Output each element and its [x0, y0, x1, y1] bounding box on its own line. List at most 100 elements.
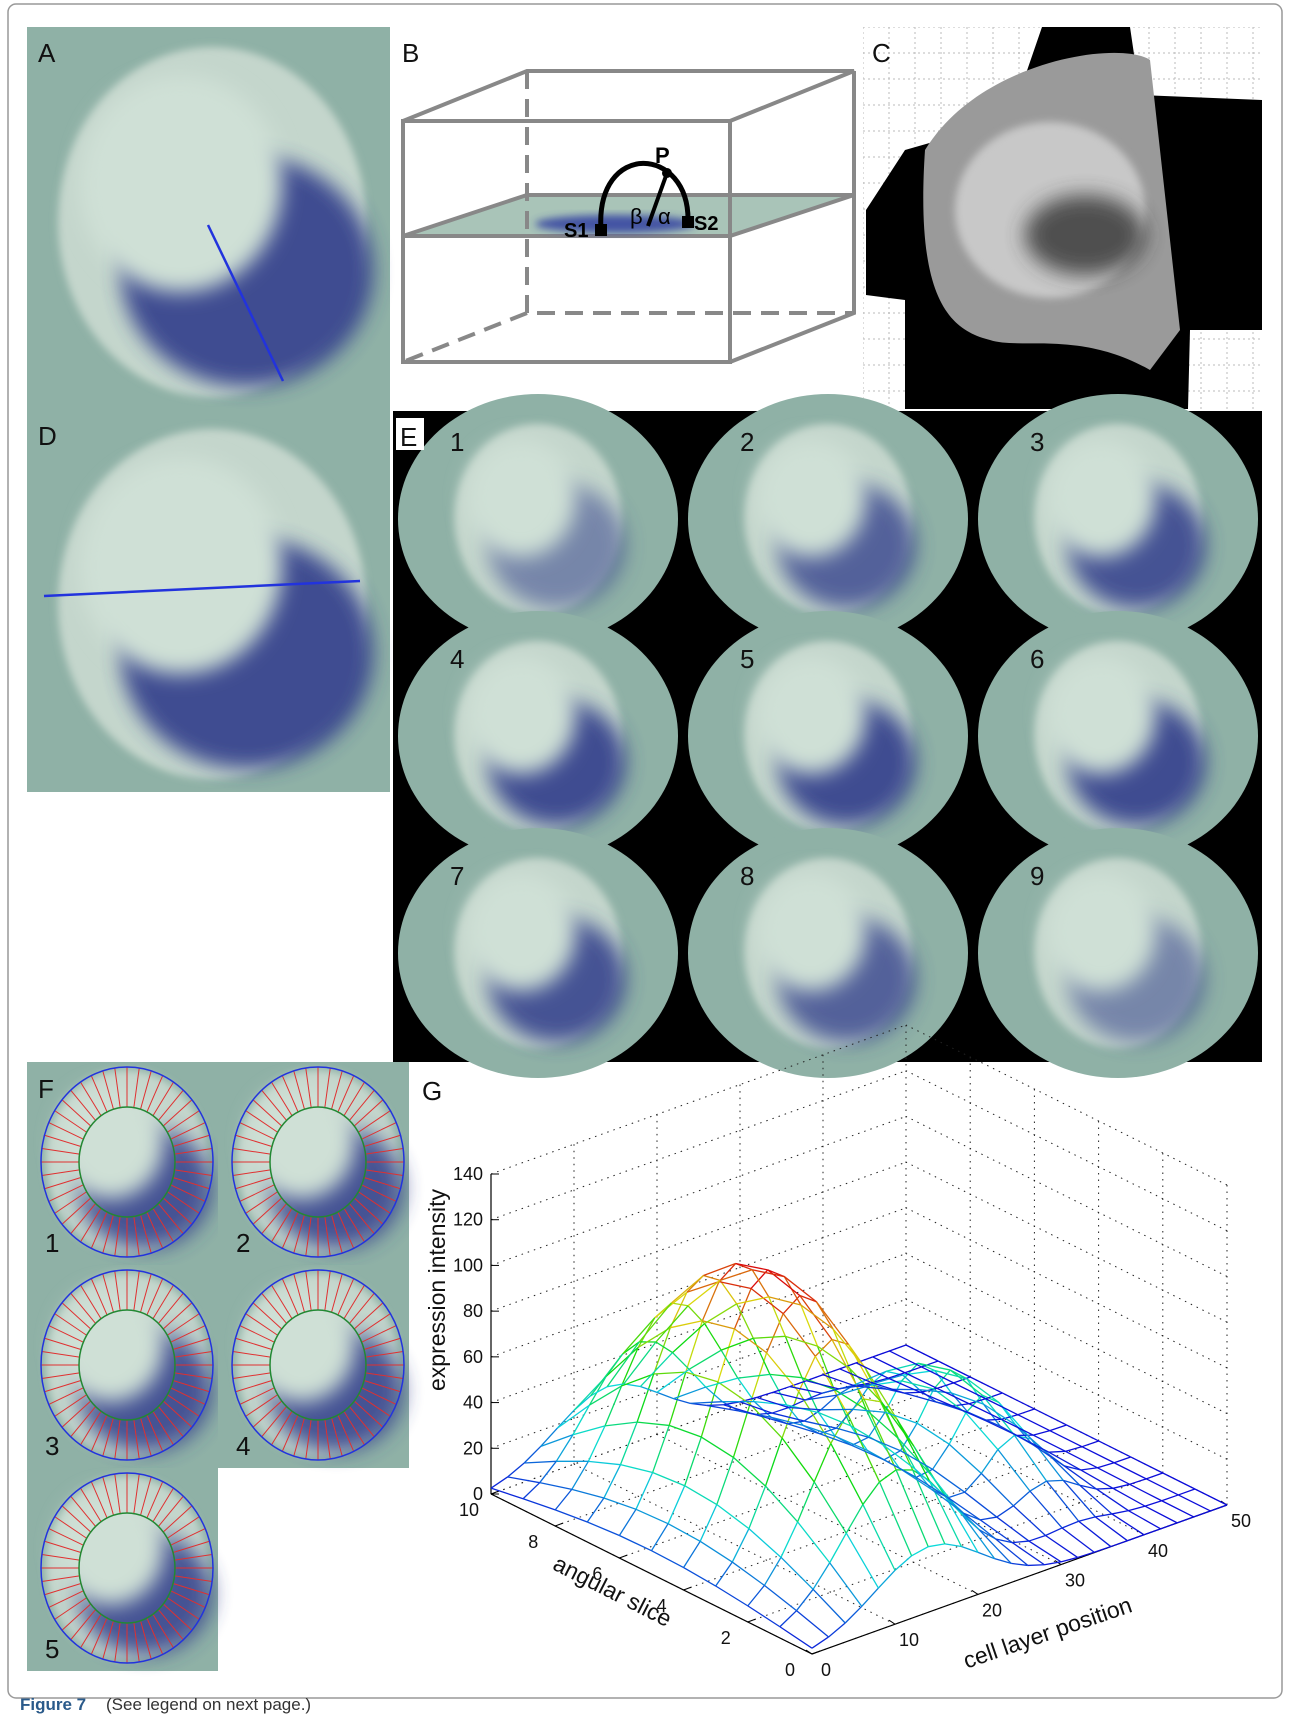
surface-mesh	[1030, 1491, 1062, 1528]
surface-mesh	[749, 1529, 781, 1558]
embryo-yolk	[57, 1491, 164, 1605]
surface-mesh	[764, 1585, 796, 1610]
surface-mesh	[1178, 1495, 1210, 1511]
surface-mesh	[780, 1611, 797, 1627]
surface-mesh	[868, 1437, 900, 1450]
surface-mesh	[623, 1318, 655, 1354]
angle-label: α	[658, 204, 671, 229]
point	[662, 168, 672, 178]
surface-mesh	[491, 1488, 523, 1499]
surface-mesh	[717, 1505, 749, 1529]
surface-mesh	[669, 1425, 701, 1437]
surface-mesh	[1018, 1415, 1050, 1431]
x-tick-label: 20	[982, 1600, 1002, 1620]
embryo-yolk	[466, 873, 576, 991]
surface-mesh	[1050, 1431, 1082, 1447]
embryo-yolk	[756, 873, 866, 991]
surface-mesh	[797, 1589, 814, 1610]
z-tick-label: 80	[463, 1301, 483, 1321]
surface-mesh	[748, 1585, 765, 1605]
surface-mesh	[757, 1392, 774, 1397]
surface-mesh	[863, 1504, 895, 1570]
surface-mesh	[986, 1399, 1018, 1415]
surface-mesh	[856, 1363, 888, 1378]
surface-mesh	[636, 1509, 668, 1523]
surface-mesh	[948, 1492, 965, 1498]
surface-mesh	[981, 1473, 1013, 1505]
surface-mesh	[784, 1277, 816, 1302]
slice-number: 4	[236, 1431, 250, 1461]
slice-number: 5	[45, 1634, 59, 1664]
surface-mesh	[668, 1524, 700, 1542]
y-tick-label: 8	[528, 1532, 538, 1552]
surface-mesh	[772, 1407, 789, 1413]
surface-mesh	[637, 1422, 669, 1425]
surface-mesh	[806, 1381, 838, 1389]
surface-mesh	[798, 1482, 815, 1522]
surface-mesh	[781, 1522, 798, 1557]
y-axis-label: angular slice	[549, 1550, 676, 1632]
surface-mesh	[572, 1461, 589, 1489]
surface-mesh	[605, 1422, 637, 1426]
surface-mesh	[949, 1413, 966, 1444]
angle-label: β	[630, 204, 643, 229]
slice-number: 2	[236, 1228, 250, 1258]
surface-mesh	[1034, 1409, 1066, 1425]
surface-mesh	[1145, 1506, 1177, 1523]
surface-mesh	[669, 1372, 686, 1425]
caption-text: (See legend on next page.)	[106, 1695, 311, 1714]
surface-mesh	[906, 1345, 938, 1361]
surface-mesh	[767, 1314, 784, 1353]
surface-mesh	[685, 1486, 717, 1505]
surface-mesh	[798, 1522, 830, 1563]
surface-mesh	[491, 1477, 508, 1488]
surface-mesh	[880, 1470, 897, 1482]
surface-mesh	[557, 1405, 589, 1428]
surface-mesh	[863, 1482, 880, 1505]
surface-mesh	[813, 1589, 845, 1623]
surface-mesh	[523, 1483, 540, 1499]
embryo-yolk	[756, 656, 866, 774]
surface-mesh	[845, 1606, 862, 1623]
surface-mesh	[1050, 1425, 1067, 1431]
surface-mesh	[621, 1422, 638, 1465]
surface-mesh	[785, 1336, 802, 1377]
slice-number: 8	[740, 861, 754, 891]
surface-mesh	[912, 1547, 929, 1556]
surface-mesh	[653, 1473, 685, 1486]
embryo-yolk	[79, 75, 282, 292]
surface-mesh	[671, 1275, 703, 1303]
surface-mesh	[654, 1372, 686, 1374]
surface-mesh	[1095, 1514, 1112, 1517]
slice-number: 5	[740, 644, 754, 674]
surface-mesh	[555, 1489, 572, 1509]
surface-mesh	[604, 1465, 621, 1498]
grid-line	[491, 1116, 906, 1265]
surface-mesh	[705, 1304, 737, 1324]
surface-mesh	[1130, 1484, 1162, 1500]
surface-mesh	[1029, 1541, 1061, 1562]
surface-mesh	[540, 1461, 557, 1482]
surface-mesh	[524, 1446, 541, 1463]
surface-mesh	[928, 1544, 945, 1547]
slice-number: 3	[1030, 427, 1044, 457]
embryo-yolk	[756, 439, 866, 557]
surface-mesh	[588, 1426, 605, 1461]
surface-mesh	[831, 1443, 863, 1504]
surface-mesh	[917, 1423, 949, 1444]
surface-mesh	[1144, 1529, 1161, 1535]
surface-mesh	[523, 1499, 555, 1510]
surface-mesh	[587, 1522, 619, 1536]
surface-mesh	[1082, 1447, 1114, 1463]
surface-mesh	[673, 1324, 705, 1353]
surface-mesh	[783, 1314, 815, 1357]
surface-mesh	[864, 1399, 881, 1402]
surface-mesh	[668, 1486, 685, 1524]
surface-mesh	[812, 1637, 829, 1648]
surface-mesh	[1029, 1535, 1046, 1541]
surface-mesh	[873, 1351, 890, 1357]
embryo-yolk	[466, 656, 576, 774]
surface-mesh	[1065, 1447, 1082, 1452]
surface-mesh	[1146, 1479, 1178, 1495]
surface-mesh	[718, 1382, 750, 1404]
